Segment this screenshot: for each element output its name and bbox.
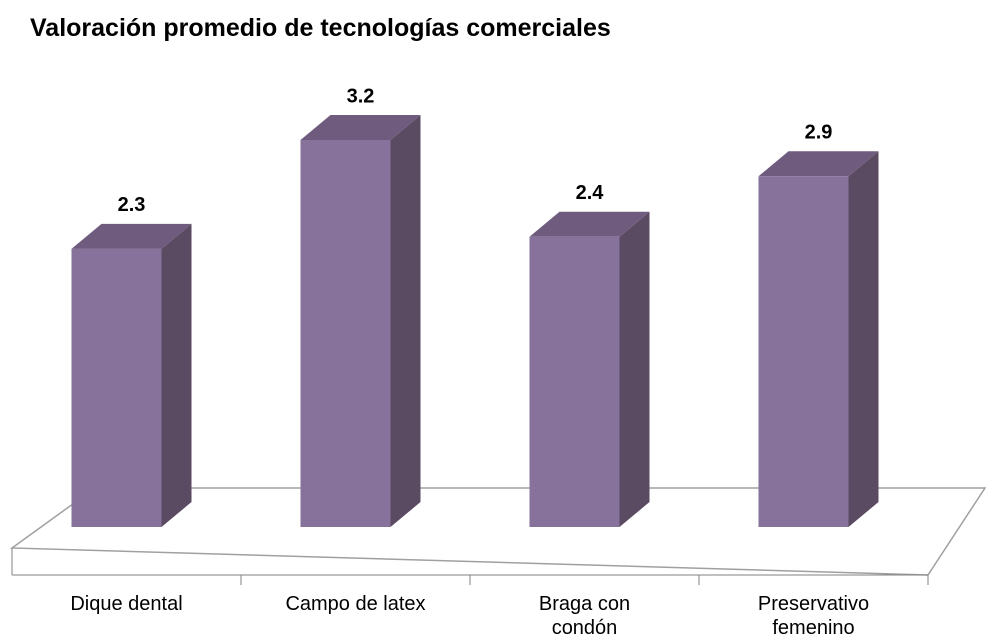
bar [71, 248, 162, 527]
chart: Valoración promedio de tecnologías comer… [9, 14, 987, 639]
bar [529, 236, 620, 527]
x-tick-label: Campo de latex [285, 593, 426, 615]
bar-side [161, 223, 192, 527]
chart-title: Valoración promedio de tecnologías comer… [30, 14, 611, 42]
bar-top [300, 115, 421, 140]
bar [758, 176, 849, 527]
x-tick-label: Dique dental [70, 593, 183, 615]
data-label: 2.3 [118, 194, 146, 216]
data-label: 3.2 [347, 85, 375, 107]
bar-side [390, 115, 421, 527]
data-label: 2.9 [805, 122, 833, 144]
plot: 2.3 3.2 2.4 2.9 [9, 85, 987, 585]
bar-top [758, 151, 879, 177]
x-tick-label: Preservativo femenino [757, 593, 870, 639]
bar-top [529, 211, 650, 237]
bar-side [848, 151, 879, 527]
bar-top [71, 223, 192, 249]
data-label: 2.4 [576, 182, 605, 204]
floor [9, 487, 987, 576]
x-tick-label: Braga con condón [538, 593, 631, 639]
bar-side [619, 211, 650, 527]
bar [300, 140, 391, 527]
